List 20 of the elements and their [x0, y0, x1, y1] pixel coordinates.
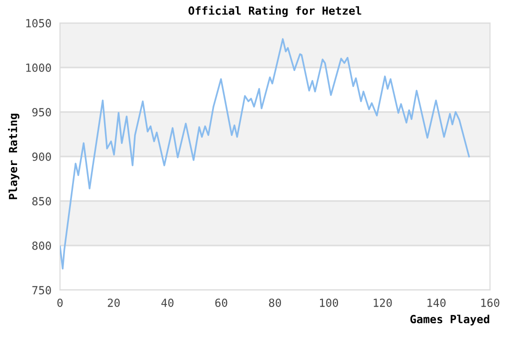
x-tick-label: 140 [428, 298, 446, 307]
x-tick-label: 80 [269, 298, 281, 307]
y-tick-label: 900 [32, 152, 51, 161]
x-axis-title: Games Played [410, 314, 490, 326]
x-tick-label: 100 [320, 298, 338, 307]
y-tick-label: 950 [32, 108, 51, 116]
x-tick-label: 160 [481, 298, 500, 307]
line-series [60, 38, 470, 270]
x-tick-label: 120 [374, 298, 392, 307]
y-tick-label: 800 [32, 242, 51, 250]
y-tick-label: 750 [32, 286, 51, 294]
y-axis-title: Player Rating [8, 114, 20, 200]
chart-title: Official Rating for Hetzel [188, 6, 362, 17]
x-tick-label: 0 [57, 298, 63, 307]
y-tick-label: 850 [32, 197, 51, 206]
y-tick-label: 1000 [26, 64, 51, 72]
x-tick-label: 40 [161, 298, 174, 307]
x-tick-label: 20 [108, 298, 120, 307]
y-tick-label: 1050 [26, 19, 51, 28]
x-tick-label: 60 [215, 298, 228, 307]
